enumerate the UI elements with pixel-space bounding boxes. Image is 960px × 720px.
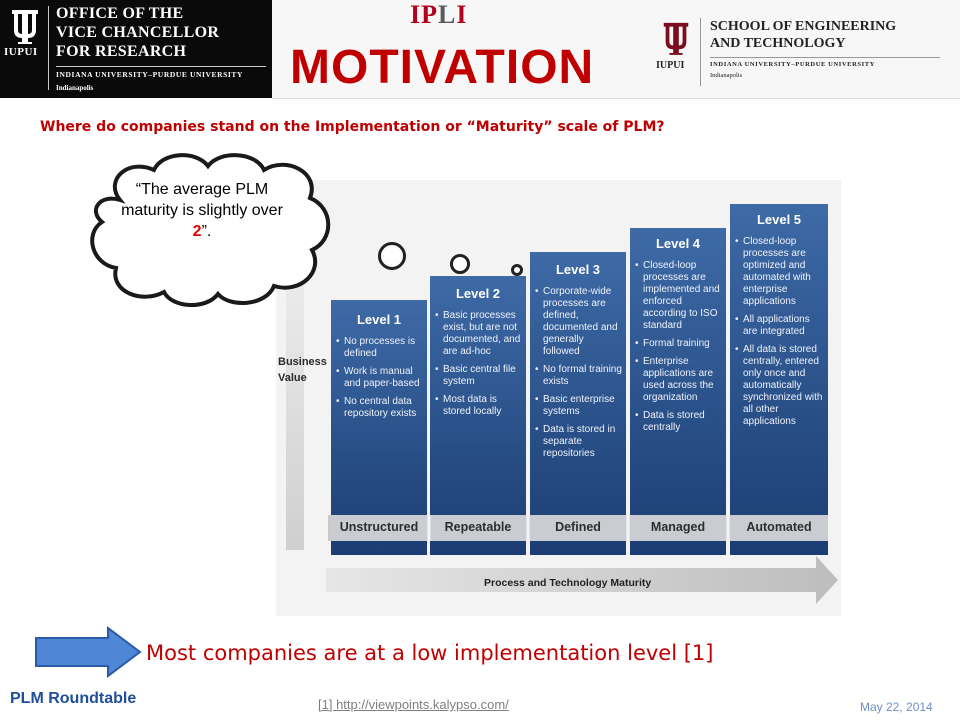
conclusion-text: Most companies are at a low implementati…	[146, 641, 714, 665]
level-title: Level 4	[655, 236, 701, 251]
level-5-panel: Level 5 Closed-loop processes are optimi…	[730, 204, 828, 515]
stage-label: Automated	[746, 520, 812, 534]
list-item: Corporate-wide processes are defined, do…	[535, 286, 623, 358]
level-1-panel: Level 1 No processes is defined Work is …	[331, 300, 427, 515]
y-axis-label: Business Value	[278, 356, 327, 384]
city-name: Indianapolis	[710, 72, 743, 79]
list-item: All data is stored centrally, entered on…	[735, 344, 825, 428]
stage-label-cell: Defined	[530, 515, 626, 541]
list-item: Basic enterprise systems	[535, 394, 623, 418]
stage-label-cell: Unstructured	[331, 515, 427, 541]
ipli-part-3: I	[456, 0, 468, 29]
arrow-right-icon[interactable]	[34, 626, 144, 678]
city-name: Indianapolis	[56, 84, 94, 92]
logo-rule	[56, 66, 266, 67]
stage-label: Managed	[650, 520, 706, 534]
list-item: All applications are integrated	[735, 314, 825, 338]
vcr-logo-block: IUPUI OFFICE OF THE VICE CHANCELLOR FOR …	[0, 0, 272, 98]
list-item: Basic central file system	[435, 364, 523, 388]
level-bullets: No processes is defined Work is manual a…	[336, 336, 424, 426]
logo-divider	[48, 6, 49, 90]
thought-cloud	[90, 153, 331, 308]
reference-link[interactable]: [1] http://viewpoints.kalypso.com/	[318, 697, 509, 712]
slide-title: MOTIVATION	[290, 41, 595, 94]
level-bullets: Closed-loop processes are optimized and …	[735, 236, 825, 434]
level-bullets: Corporate-wide processes are defined, do…	[535, 286, 623, 466]
level-bullets: Closed-loop processes are implemented an…	[635, 260, 723, 440]
cloud-text: “The average PLM maturity is slightly ov…	[118, 179, 286, 242]
list-item: Most data is stored locally	[435, 394, 523, 418]
level-4-panel: Level 4 Closed-loop processes are implem…	[630, 228, 726, 515]
iupui-label: IUPUI	[4, 46, 38, 58]
cloud-text-before: “The average PLM maturity is slightly ov…	[121, 181, 283, 219]
list-item: Basic processes exist, but are not docum…	[435, 310, 523, 358]
footer-date: May 22, 2014	[860, 700, 933, 714]
stage-label-cell: Repeatable	[430, 515, 526, 541]
iu-trident-icon	[663, 22, 689, 55]
footer-event: PLM Roundtable	[10, 690, 137, 707]
stage-label: Unstructured	[339, 520, 419, 534]
list-item: Enterprise applications are used across …	[635, 356, 723, 404]
level-title: Level 3	[555, 262, 601, 277]
list-item: Closed-loop processes are optimized and …	[735, 236, 825, 308]
iupui-label: IUPUI	[656, 60, 685, 71]
list-item: Closed-loop processes are implemented an…	[635, 260, 723, 332]
list-item: No processes is defined	[336, 336, 424, 360]
thought-bubble-small	[511, 264, 523, 276]
cloud-text-after: ”.	[201, 223, 212, 240]
level-title: Level 5	[756, 212, 802, 227]
list-item: Formal training	[635, 338, 723, 350]
level-title: Level 1	[356, 312, 402, 327]
level-bullets: Basic processes exist, but are not docum…	[435, 310, 523, 424]
stage-label-cell: Managed	[630, 515, 726, 541]
ipli-logo: IPLI	[410, 0, 467, 30]
list-item: Data is stored in separate repositories	[535, 424, 623, 460]
university-name: INDIANA UNIVERSITY–PURDUE UNIVERSITY	[56, 70, 244, 79]
header-band	[272, 0, 960, 99]
iu-trident-icon	[12, 10, 38, 44]
stage-label-cell: Automated	[730, 515, 828, 541]
level-2-panel: Level 2 Basic processes exist, but are n…	[430, 276, 526, 515]
school-title: SCHOOL OF ENGINEERING AND TECHNOLOGY	[710, 19, 897, 51]
logo-rule	[710, 57, 940, 58]
ipli-part-2: L	[438, 0, 457, 29]
stage-label: Repeatable	[444, 520, 512, 534]
level-3-panel: Level 3 Corporate-wide processes are def…	[530, 252, 626, 515]
thought-bubble-large	[378, 242, 406, 270]
thought-bubble-medium	[450, 254, 470, 274]
list-item: No central data repository exists	[336, 396, 424, 420]
list-item: No formal training exists	[535, 364, 623, 388]
list-item: Work is manual and paper-based	[336, 366, 424, 390]
university-name: INDIANA UNIVERSITY–PURDUE UNIVERSITY	[710, 61, 875, 68]
ipli-part-1: IP	[410, 0, 438, 29]
x-axis-label: Process and Technology Maturity	[484, 577, 652, 589]
list-item: Data is stored centrally	[635, 410, 723, 434]
maturity-arrow	[326, 556, 838, 604]
office-title: OFFICE OF THE VICE CHANCELLOR FOR RESEAR…	[56, 5, 220, 60]
level-title: Level 2	[455, 286, 501, 301]
cloud-number: 2	[192, 223, 202, 240]
logo-divider	[700, 18, 701, 86]
stage-label: Defined	[555, 520, 601, 534]
slide-question: Where do companies stand on the Implemen…	[40, 119, 665, 135]
